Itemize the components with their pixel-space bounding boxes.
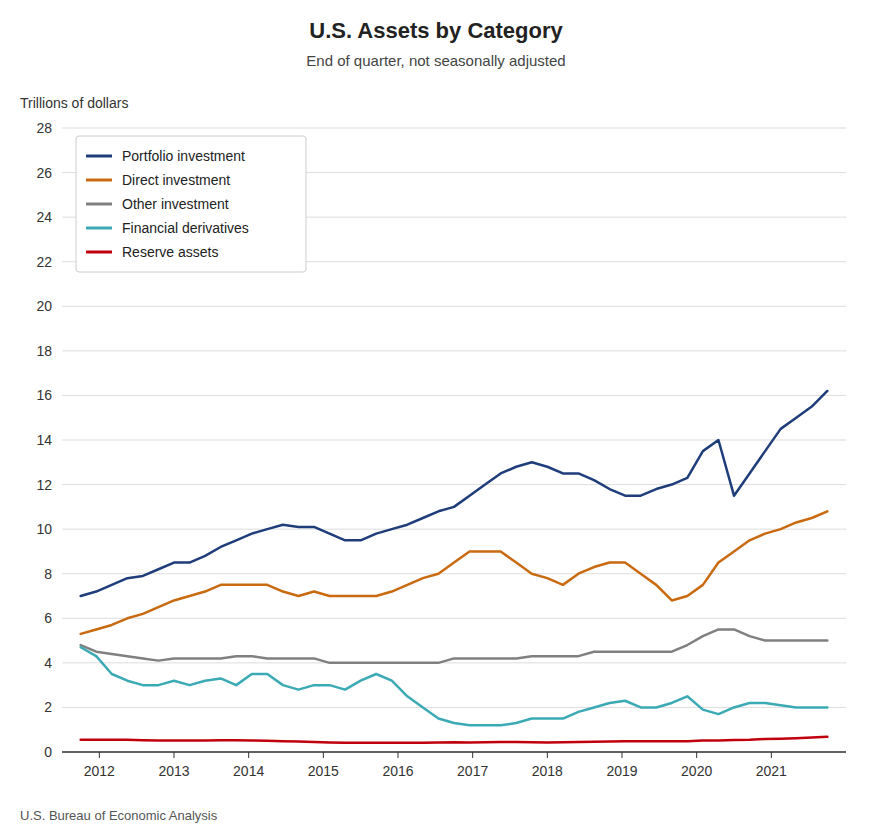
- grid-line: [62, 128, 846, 129]
- legend-swatch: [86, 251, 112, 254]
- y-tick-label: 14: [36, 432, 52, 448]
- y-tick-label: 2: [44, 699, 52, 715]
- series-line: [81, 629, 828, 662]
- title: U.S. Assets by Category: [309, 18, 563, 43]
- series-line: [81, 511, 828, 634]
- legend-swatch: [86, 203, 112, 206]
- legend-entry: Financial derivatives: [122, 220, 249, 236]
- x-tick: [323, 752, 324, 758]
- legend-swatch: [86, 227, 112, 230]
- x-tick: [771, 752, 772, 758]
- x-tick-label: 2015: [308, 763, 339, 779]
- series-line: [81, 647, 828, 725]
- grid-line: [62, 618, 846, 619]
- x-tick: [398, 752, 399, 758]
- grid-line: [62, 306, 846, 307]
- y-tick-label: 28: [36, 120, 52, 136]
- source: U.S. Bureau of Economic Analysis: [20, 808, 218, 823]
- x-tick: [248, 752, 249, 758]
- y-tick-label: 18: [36, 343, 52, 359]
- legend-box: [76, 136, 306, 272]
- legend-entry: Portfolio investment: [122, 148, 245, 164]
- x-tick: [696, 752, 697, 758]
- grid-line: [62, 395, 846, 396]
- x-tick-label: 2018: [532, 763, 563, 779]
- x-tick-label: 2013: [158, 763, 189, 779]
- grid-line: [62, 573, 846, 574]
- y-tick-label: 12: [36, 477, 52, 493]
- grid-line: [62, 752, 846, 753]
- y-axis-label: Trillions of dollars: [20, 95, 128, 111]
- legend-swatch: [86, 179, 112, 182]
- legend-entry: Reserve assets: [122, 244, 218, 260]
- x-tick: [472, 752, 473, 758]
- x-axis-line: [62, 751, 846, 753]
- grid-line: [62, 350, 846, 351]
- x-tick: [99, 752, 100, 758]
- chart: U.S. Assets by Category End of quarter, n…: [0, 0, 872, 835]
- x-tick-label: 2014: [233, 763, 264, 779]
- x-tick-label: 2012: [84, 763, 115, 779]
- legend-entry: Other investment: [122, 196, 229, 212]
- series-line: [81, 737, 828, 743]
- x-tick-label: 2020: [681, 763, 712, 779]
- x-axis: 2012 2013 2014 2015 2016 2017 2018 2019 2020 2021: [84, 752, 787, 779]
- y-tick-label: 16: [36, 387, 52, 403]
- x-tick: [547, 752, 548, 758]
- grid-line: [62, 662, 846, 663]
- x-tick-label: 2019: [606, 763, 637, 779]
- x-tick-label: 2021: [756, 763, 787, 779]
- y-tick-label: 22: [36, 254, 52, 270]
- grid-line: [62, 707, 846, 708]
- y-tick-label: 4: [44, 655, 52, 671]
- y-tick-label: 24: [36, 209, 52, 225]
- legend-entry: Direct investment: [122, 172, 230, 188]
- y-tick-label: 8: [44, 566, 52, 582]
- lines: [81, 391, 828, 743]
- y-tick-label: 10: [36, 521, 52, 537]
- grid-line: [62, 484, 846, 485]
- y-tick-label: 20: [36, 298, 52, 314]
- legend: Portfolio investment Direct investment Oth…: [76, 136, 306, 272]
- y-grid: 0246810121416182022242628: [36, 120, 846, 760]
- y-tick-label: 0: [44, 744, 52, 760]
- y-tick-label: 6: [44, 610, 52, 626]
- grid-line: [62, 529, 846, 530]
- grid-line: [62, 440, 846, 441]
- x-tick-label: 2017: [457, 763, 488, 779]
- x-tick: [174, 752, 175, 758]
- x-tick-label: 2016: [382, 763, 413, 779]
- subtitle: End of quarter, not seasonally adjusted: [306, 52, 565, 69]
- x-tick: [622, 752, 623, 758]
- legend-swatch: [86, 155, 112, 158]
- y-tick-label: 26: [36, 165, 52, 181]
